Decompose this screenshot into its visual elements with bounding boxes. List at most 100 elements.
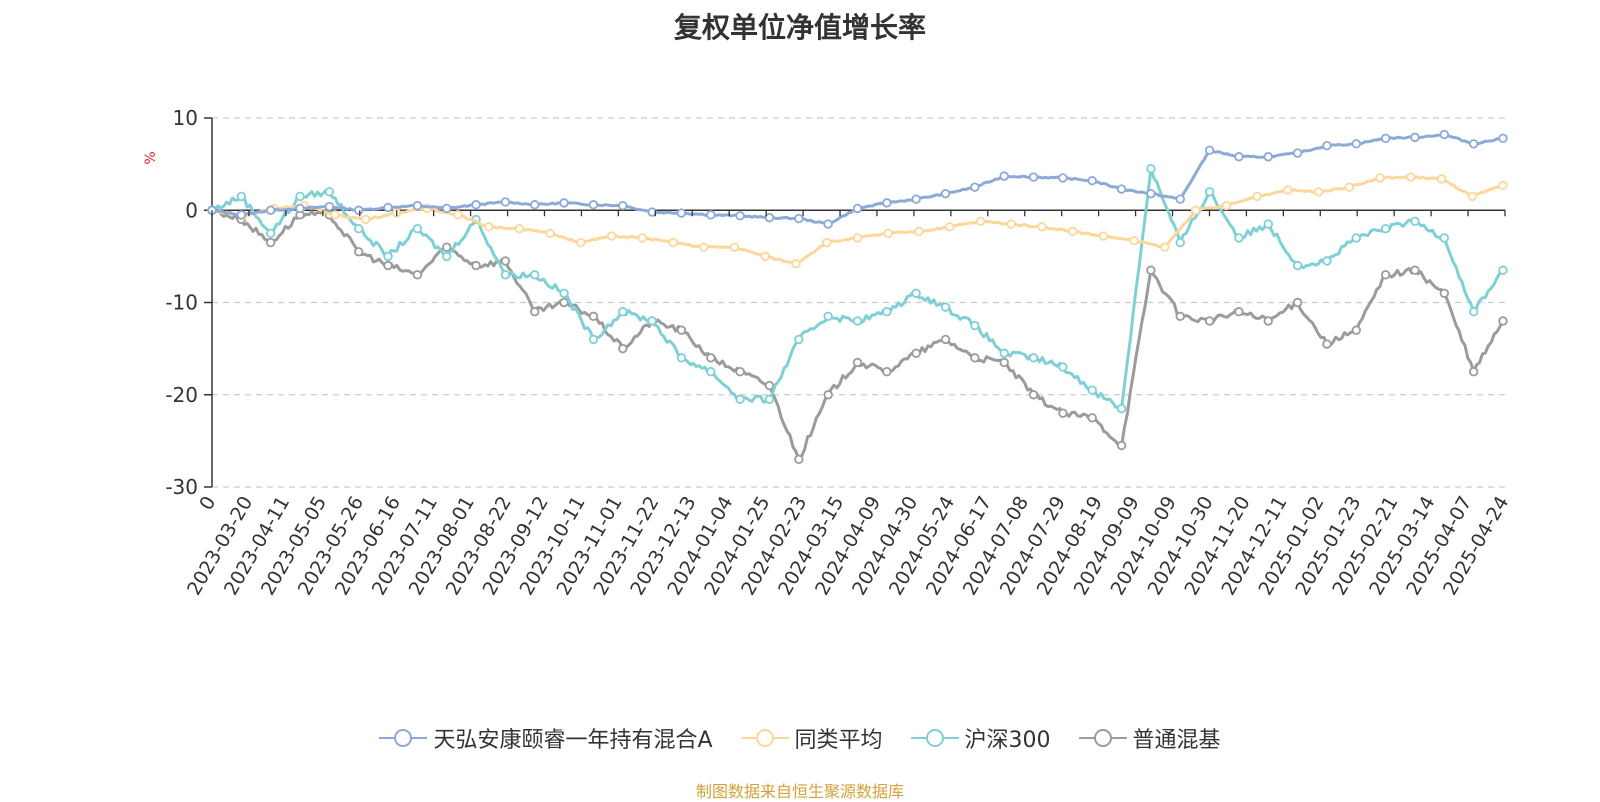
data-point[interactable] [940,188,951,199]
data-point[interactable] [588,334,599,345]
data-point[interactable] [236,191,247,202]
legend-item-mixed[interactable]: 普通混基 [1078,722,1221,754]
data-point[interactable] [1204,316,1215,326]
data-point[interactable] [794,454,804,465]
data-point[interactable] [647,316,657,326]
data-point[interactable] [1116,403,1127,414]
data-point[interactable] [729,242,740,252]
data-point[interactable] [530,200,540,210]
data-point[interactable] [330,210,340,220]
data-point[interactable] [1058,173,1068,183]
data-point[interactable] [588,311,599,322]
data-point[interactable] [1087,176,1097,186]
data-point[interactable] [911,288,921,298]
data-point[interactable] [676,325,687,335]
data-point[interactable] [676,353,687,363]
data-point[interactable] [576,237,586,248]
legend-item-fund[interactable]: 天弘安康颐睿一年持有混合A [379,722,713,754]
data-point[interactable] [1234,307,1244,317]
data-point[interactable] [999,357,1009,368]
data-point[interactable] [940,302,951,312]
data-point[interactable] [1234,152,1244,162]
data-point[interactable] [1146,164,1156,174]
data-point[interactable] [265,205,276,215]
data-point[interactable] [852,203,863,214]
data-point[interactable] [823,311,833,322]
data-point[interactable] [606,231,617,241]
data-point[interactable] [706,366,716,377]
data-point[interactable] [1410,216,1420,227]
data-point[interactable] [1263,316,1273,326]
data-point[interactable] [1406,172,1416,182]
data-point[interactable] [970,320,980,331]
data-point[interactable] [1263,152,1273,162]
data-point[interactable] [940,334,951,345]
data-point[interactable] [706,353,716,363]
data-point[interactable] [676,208,687,218]
data-point[interactable] [970,353,980,363]
data-point[interactable] [1116,184,1127,194]
data-point[interactable] [265,228,276,239]
data-point[interactable] [911,348,921,358]
data-point[interactable] [1439,288,1450,298]
data-point[interactable] [1175,311,1185,322]
data-point[interactable] [822,237,832,248]
data-point[interactable] [1037,222,1047,232]
data-point[interactable] [1087,413,1097,423]
data-point[interactable] [999,348,1009,358]
legend-item-hs300[interactable]: 沪深300 [910,722,1051,754]
data-point[interactable] [442,251,452,262]
data-point[interactable] [883,228,893,239]
data-point[interactable] [1410,132,1420,143]
data-point[interactable] [1028,390,1039,400]
data-point[interactable] [764,212,775,223]
data-point[interactable] [1351,325,1361,335]
data-point[interactable] [999,171,1009,181]
data-point[interactable] [471,200,481,210]
data-point[interactable] [882,366,892,377]
data-point[interactable] [1313,187,1324,197]
data-point[interactable] [354,247,364,257]
data-point[interactable] [324,201,335,212]
data-point[interactable] [1439,233,1450,243]
data-point[interactable] [1292,297,1303,308]
data-point[interactable] [1283,185,1293,195]
data-point[interactable] [588,200,599,210]
legend-item-category-avg[interactable]: 同类平均 [740,722,883,754]
data-point[interactable] [324,187,335,197]
data-point[interactable] [1322,140,1332,151]
data-point[interactable] [1436,174,1447,184]
data-point[interactable] [1252,191,1262,202]
data-point[interactable] [1351,139,1361,149]
data-point[interactable] [637,233,648,243]
data-point[interactable] [699,242,709,252]
data-point[interactable] [1410,265,1420,275]
data-point[interactable] [852,316,863,326]
data-point[interactable] [442,203,452,214]
data-point[interactable] [1234,233,1244,243]
data-point[interactable] [483,222,494,232]
data-point[interactable] [1468,366,1479,377]
data-point[interactable] [735,394,745,405]
data-point[interactable] [1058,362,1068,372]
data-point[interactable] [618,343,628,354]
data-point[interactable] [471,260,481,271]
data-point[interactable] [1160,242,1170,252]
data-point[interactable] [412,270,423,280]
data-point[interactable] [559,288,569,298]
data-point[interactable] [442,242,452,252]
data-point[interactable] [412,200,423,211]
data-point[interactable] [706,210,716,220]
data-point[interactable] [794,213,804,224]
data-point[interactable] [1375,173,1385,183]
data-point[interactable] [1351,233,1361,243]
data-point[interactable] [1498,133,1508,143]
data-point[interactable] [1028,172,1039,182]
data-point[interactable] [1380,270,1391,280]
data-point[interactable] [852,233,863,243]
data-point[interactable] [1204,187,1215,197]
data-point[interactable] [764,394,775,405]
data-point[interactable] [882,307,892,317]
data-point[interactable] [1467,191,1477,202]
data-point[interactable] [545,228,555,239]
